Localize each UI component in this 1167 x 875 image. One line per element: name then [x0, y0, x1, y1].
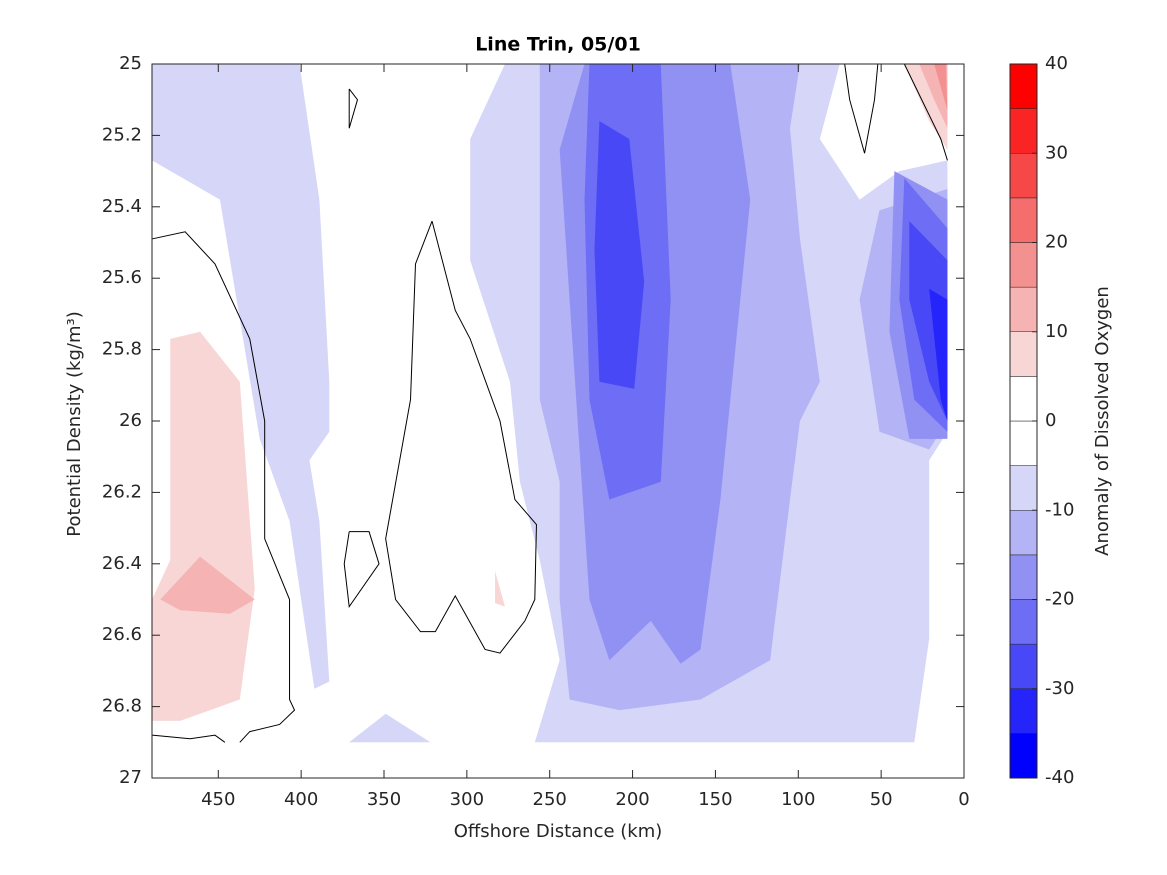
- contour-region: [934, 64, 948, 111]
- x-tick-label: 50: [870, 789, 893, 810]
- x-tick-label: 150: [698, 789, 732, 810]
- contour-region: [929, 288, 948, 421]
- colorbar-tick-label: -30: [1045, 678, 1074, 699]
- x-axis-label: Offshore Distance (km): [454, 821, 663, 842]
- colorbar-band: [1009, 688, 1038, 734]
- colorbar-tick-label: -40: [1045, 767, 1074, 788]
- colorbar-band: [1009, 733, 1038, 779]
- colorbar-tick-label: 40: [1045, 53, 1068, 74]
- x-tick-label: 300: [450, 789, 484, 810]
- y-axis-label: Potential Density (kg/m³): [64, 311, 85, 536]
- contour-line: [343, 531, 380, 609]
- colorbar-tick-label: -20: [1045, 589, 1074, 610]
- y-tick-label: 25: [119, 53, 142, 74]
- x-tick-label: 400: [284, 789, 318, 810]
- colorbar-band: [1009, 420, 1038, 466]
- y-tick-label: 26.6: [102, 624, 142, 645]
- colorbar-band: [1009, 153, 1038, 199]
- colorbar-tick-label: 10: [1045, 321, 1068, 342]
- y-tick-label: 27: [119, 767, 142, 788]
- contour-region: [594, 121, 645, 389]
- x-tick-label: 100: [781, 789, 815, 810]
- x-tick-label: 450: [201, 789, 235, 810]
- colorbar-label: Anomaly of Dissolved Oxygen: [1092, 286, 1113, 556]
- y-tick-label: 25.2: [102, 124, 142, 145]
- contour-line: [348, 88, 359, 129]
- contour-region: [152, 64, 330, 689]
- colorbar-tick-label: 20: [1045, 232, 1068, 253]
- colorbar-band: [1009, 554, 1038, 600]
- chart-title: Line Trin, 05/01: [475, 34, 641, 56]
- y-tick-label: 25.8: [102, 339, 142, 360]
- x-tick-label: 0: [958, 789, 969, 810]
- colorbar-tick-label: 30: [1045, 142, 1068, 163]
- colorbar-tick-label: -10: [1045, 499, 1074, 520]
- y-tick-label: 25.6: [102, 267, 142, 288]
- colorbar-band: [1009, 286, 1038, 332]
- x-tick-label: 350: [367, 789, 401, 810]
- y-tick-label: 26.4: [102, 553, 142, 574]
- contour-line: [151, 734, 226, 743]
- colorbar-band: [1009, 108, 1038, 154]
- contour-region: [349, 713, 431, 743]
- colorbar-band: [1009, 510, 1038, 556]
- x-tick-label: 200: [615, 789, 649, 810]
- colorbar-band: [1009, 331, 1038, 377]
- colorbar-band: [1009, 63, 1038, 109]
- colorbar-band: [1009, 197, 1038, 243]
- contour-line: [151, 231, 296, 743]
- colorbar-band: [1009, 242, 1038, 288]
- contour-region: [160, 556, 255, 614]
- colorbar-band: [1009, 599, 1038, 645]
- contour-line: [903, 63, 948, 161]
- colorbar-band: [1009, 643, 1038, 689]
- colorbar-tick-label: 0: [1045, 410, 1056, 431]
- y-tick-label: 26.2: [102, 481, 142, 502]
- contour-region: [152, 331, 255, 721]
- contour-region: [495, 570, 505, 607]
- contour-line: [844, 63, 879, 154]
- colorbar-band: [1009, 465, 1038, 511]
- y-tick-label: 25.4: [102, 196, 142, 217]
- x-tick-label: 250: [533, 789, 567, 810]
- colorbar-band: [1009, 376, 1038, 422]
- contour-line: [385, 220, 537, 654]
- y-tick-label: 26: [119, 410, 142, 431]
- y-tick-label: 26.8: [102, 696, 142, 717]
